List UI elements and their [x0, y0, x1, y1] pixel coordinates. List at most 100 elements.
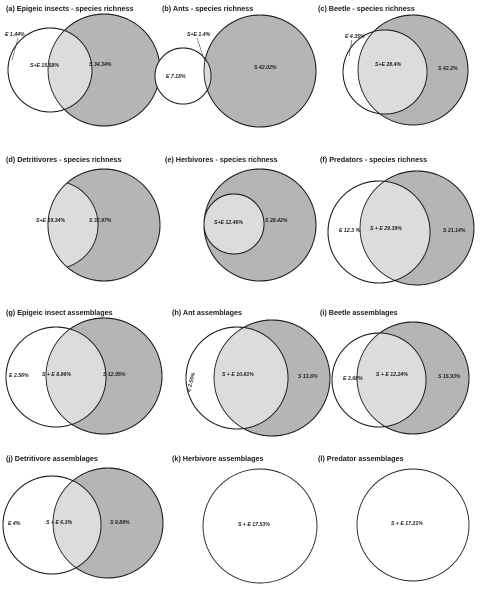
- panel-title-text: Beetle - species richness: [329, 4, 415, 13]
- overlap-label: S+E 19.34%: [36, 218, 65, 224]
- panel-title: (f) Predators - species richness: [320, 155, 427, 164]
- env-label: E 7.15%: [166, 74, 186, 80]
- panel-letter: (l): [318, 454, 325, 463]
- overlap-label: S + E 10.81%: [222, 372, 254, 378]
- panel-title: (b) Ants - species richness: [162, 4, 253, 13]
- panel-title-text: Beetle assemblages: [329, 308, 398, 317]
- panel-l: (l) Predator assemblages S + E 17.21%: [318, 454, 470, 582]
- panel-title-text: Predators - species richness: [329, 155, 427, 164]
- species-label: S 42.02%: [254, 65, 277, 71]
- panel-c: (c) Beetle - species richness E 4.35% S+…: [318, 4, 469, 126]
- overlap-region: [48, 28, 92, 112]
- species-outline: [203, 14, 317, 128]
- panel-title-text: Ant assemblages: [183, 308, 242, 317]
- panel-title: (a) Epigeic insects - species richness: [6, 4, 133, 13]
- overlap-label: S + E 8.86%: [42, 372, 71, 378]
- environment-outline: [204, 193, 265, 255]
- species-label: S 42.2%: [438, 66, 458, 72]
- species-label: S 13.6%: [298, 374, 318, 380]
- panel-letter: (a): [6, 4, 15, 13]
- panel-d: (d) Detritivores - species richness S+E …: [6, 155, 161, 282]
- panel-e: (e) Herbivores - species richness S+E 12…: [165, 155, 317, 282]
- panel-b: (b) Ants - species richness S+E 1.4% E 7…: [154, 4, 317, 128]
- environment-outline: [2, 475, 102, 575]
- species-outline: [203, 168, 317, 282]
- panel-title: (d) Detritivores - species richness: [6, 155, 121, 164]
- panel-letter: (i): [320, 308, 327, 317]
- panel-letter: (j): [6, 454, 13, 463]
- environment-outline: [5, 326, 107, 428]
- overlap-region: [46, 327, 106, 427]
- species-label: S 21.14%: [443, 228, 466, 234]
- env-label: E 4.35%: [345, 34, 365, 40]
- overlap-circle: [356, 468, 470, 582]
- panel-title: (h) Ant assemblages: [172, 308, 242, 317]
- panel-j: (j) Detritivore assemblages E 4% S + E 6…: [2, 454, 164, 579]
- panel-letter: (d): [6, 155, 16, 164]
- panel-letter: (g): [6, 308, 16, 317]
- species-label: S 28.42%: [265, 218, 288, 224]
- leader-line: [196, 37, 206, 63]
- environment-outline: [342, 29, 428, 115]
- env-label: E 1.44%: [5, 32, 25, 38]
- panel-i: (i) Beetle assemblages E 3.68% S + E 12.…: [320, 308, 470, 435]
- overlap-region: [358, 30, 427, 114]
- env-label: E 2.55%: [186, 372, 197, 393]
- overlap-label: S+E 15.58%: [30, 63, 59, 69]
- species-label: S 9.89%: [110, 520, 130, 526]
- leader-line: [348, 39, 353, 57]
- env-label: E 2.56%: [9, 373, 29, 379]
- panel-letter: (e): [165, 155, 174, 164]
- overlap-region: [53, 476, 101, 574]
- species-outline: [213, 319, 331, 437]
- species-outline: [45, 317, 163, 435]
- panel-letter: (c): [318, 4, 327, 13]
- overlap-label: S + E 17.53%: [238, 522, 270, 528]
- panel-f: (f) Predators - species richness E 12.3 …: [320, 155, 475, 286]
- environment-outline: [185, 326, 289, 430]
- species-outline: [356, 321, 470, 435]
- species-label: S 12.95%: [103, 372, 126, 378]
- environment-circle: [48, 180, 99, 270]
- panel-title-text: Predator assemblages: [327, 454, 404, 463]
- overlap-label: S+E 28.4%: [375, 62, 401, 68]
- overlap-label: S+E 1.4%: [187, 32, 211, 38]
- species-label: S 15.93%: [438, 374, 461, 380]
- panel-title: (k) Herbivore assemblages: [172, 454, 264, 463]
- panel-letter: (k): [172, 454, 181, 463]
- species-label: S 34.34%: [89, 62, 112, 68]
- panel-title-text: Herbivore assemblages: [183, 454, 264, 463]
- species-outline: [357, 14, 469, 126]
- species-outline: [359, 170, 475, 286]
- panel-title: (l) Predator assemblages: [318, 454, 404, 463]
- panel-a: (a) Epigeic insects - species richness E…: [5, 4, 161, 127]
- overlap-label: S+E 12.46%: [214, 220, 243, 226]
- overlap-label: S + E 17.21%: [391, 521, 423, 527]
- panel-letter: (b): [162, 4, 172, 13]
- env-label: E 3.68%: [343, 376, 363, 382]
- panel-title-text: Detritivores - species richness: [17, 155, 121, 164]
- leader-line: [11, 37, 19, 61]
- panel-title: (c) Beetle - species richness: [318, 4, 415, 13]
- panel-g: (g) Epigeic insect assemblages E 2.56% S…: [5, 308, 163, 435]
- environment-outline: [327, 180, 431, 284]
- panel-h: (h) Ant assemblages E 2.55% S + E 10.81%…: [172, 308, 331, 437]
- panel-title: (e) Herbivores - species richness: [165, 155, 278, 164]
- overlap-region: [357, 333, 426, 427]
- env-label: E 4%: [8, 521, 21, 527]
- panel-title-text: Detritivore assemblages: [15, 454, 98, 463]
- panel-title-text: Epigeic insects - species richness: [17, 4, 134, 13]
- overlap-label: S + E 6.3%: [46, 520, 72, 526]
- env-label: E 12.3 %: [339, 228, 360, 234]
- overlap-region: [360, 181, 430, 283]
- environment-outline: [154, 47, 212, 105]
- species-label: S 32.97%: [89, 218, 112, 224]
- panel-k: (k) Herbivore assemblages S + E 17.53%: [172, 454, 318, 584]
- species-outline: [47, 168, 161, 282]
- panel-title-text: Ants - species richness: [173, 4, 253, 13]
- overlap-circle: [202, 468, 318, 584]
- panel-title: (g) Epigeic insect assemblages: [6, 308, 113, 317]
- panel-title: (j) Detritivore assemblages: [6, 454, 98, 463]
- species-circle: [203, 14, 317, 128]
- species-outline: [52, 467, 164, 579]
